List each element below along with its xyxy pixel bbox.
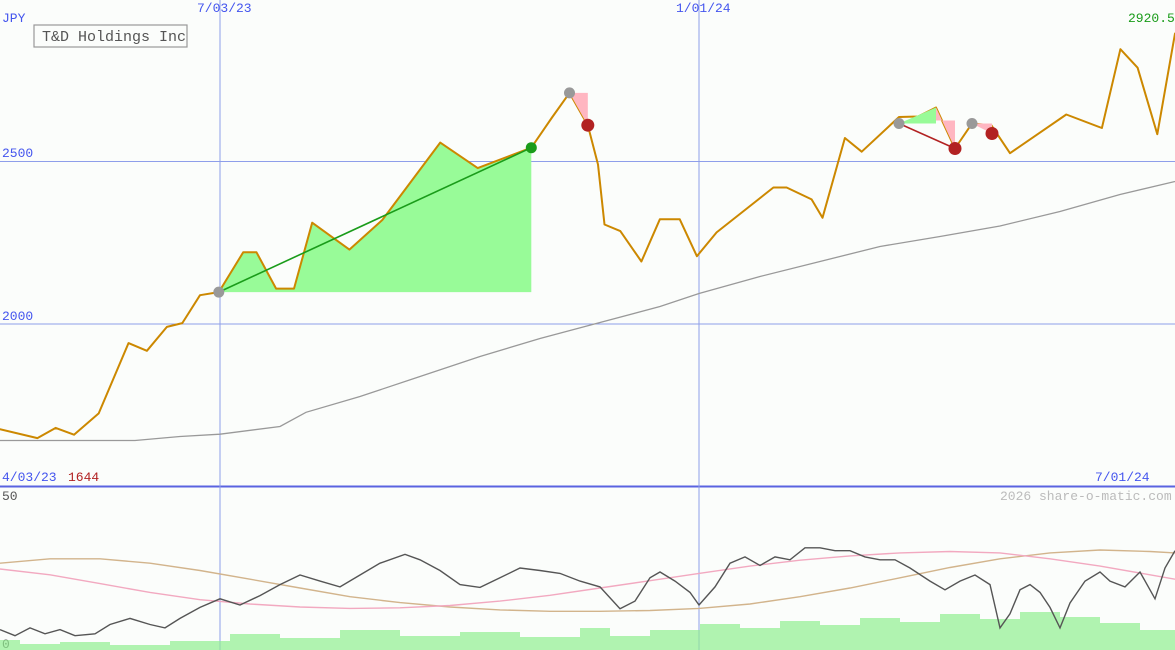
svg-text:1/01/24: 1/01/24: [676, 1, 731, 16]
svg-text:7/01/24: 7/01/24: [1095, 470, 1150, 485]
svg-text:2500: 2500: [2, 146, 33, 161]
svg-text:2000: 2000: [2, 309, 33, 324]
svg-text:50: 50: [2, 489, 18, 504]
svg-text:T&D Holdings Inc: T&D Holdings Inc: [42, 29, 186, 46]
svg-text:4/03/23: 4/03/23: [2, 470, 57, 485]
svg-text:2920.5: 2920.5: [1128, 11, 1175, 26]
svg-text:1644: 1644: [68, 470, 99, 485]
svg-text:JPY: JPY: [2, 11, 26, 26]
svg-text:2026 share-o-matic.com: 2026 share-o-matic.com: [1000, 489, 1172, 504]
svg-text:7/03/23: 7/03/23: [197, 1, 252, 16]
